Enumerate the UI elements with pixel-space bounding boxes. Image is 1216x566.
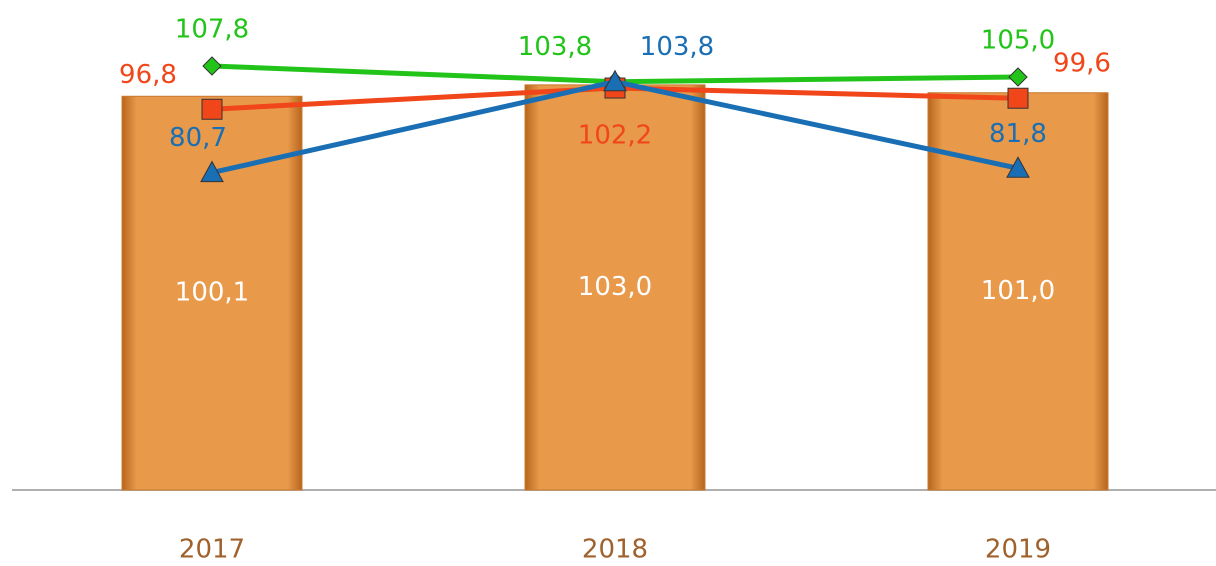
marker: [603, 69, 627, 92]
data-label: 99,6: [1053, 49, 1111, 79]
data-label: 107,8: [175, 14, 249, 44]
data-label: 103,8: [640, 32, 714, 62]
x-tick-label: 2018: [582, 535, 648, 565]
data-label: 81,8: [989, 119, 1047, 149]
data-label: 80,7: [169, 123, 227, 153]
bar-value-label: 100,1: [175, 278, 249, 308]
data-label: 105,0: [981, 26, 1055, 56]
marker: [1007, 87, 1029, 109]
x-tick-label: 2019: [985, 535, 1051, 565]
marker: [1006, 156, 1030, 178]
x-tick-label: 2017: [179, 535, 245, 565]
bar-value-label: 101,0: [981, 276, 1055, 306]
marker: [1008, 67, 1028, 87]
marker: [202, 56, 222, 76]
data-label: 102,2: [578, 121, 652, 151]
data-label: 103,8: [518, 32, 592, 62]
bar-value-label: 103,0: [578, 272, 652, 302]
marker: [200, 160, 224, 183]
marker: [201, 98, 223, 120]
bar: [524, 84, 706, 491]
data-label: 96,8: [119, 60, 177, 90]
